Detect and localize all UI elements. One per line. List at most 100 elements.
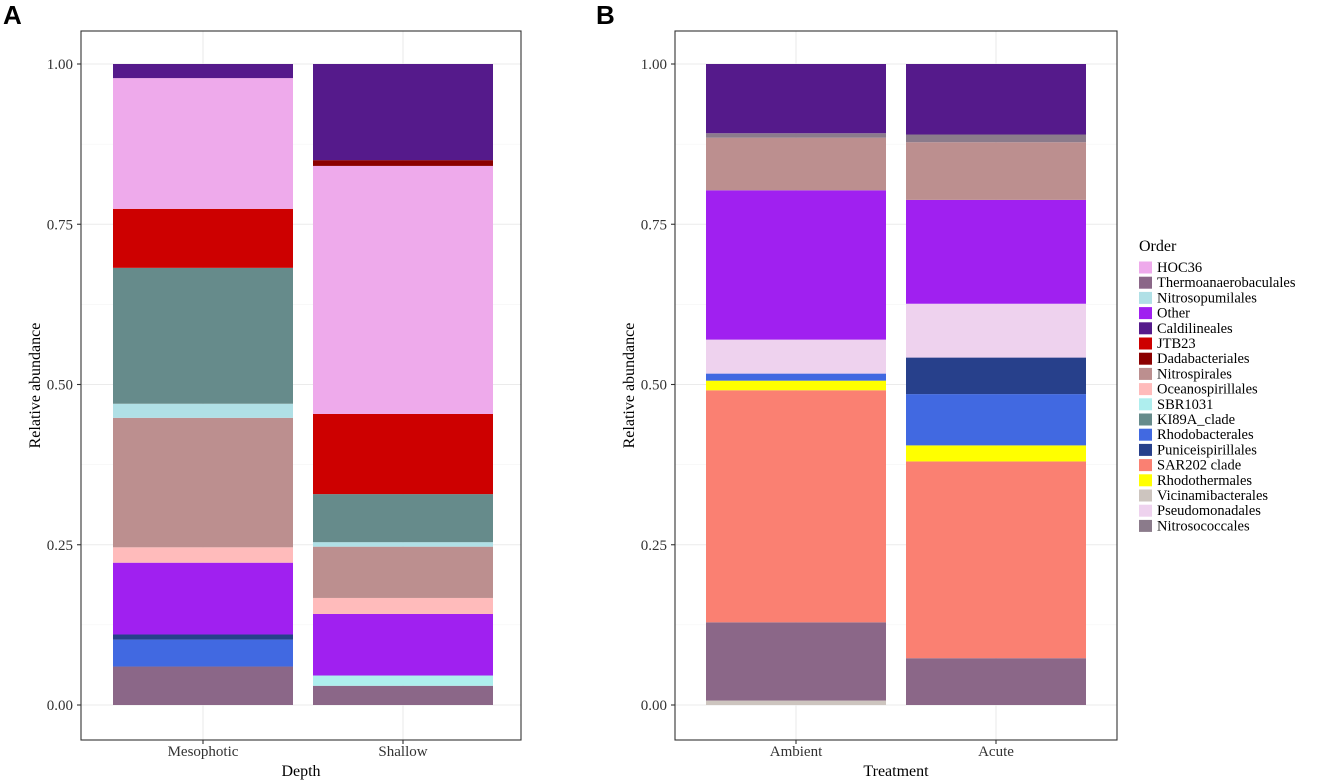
- legend-swatch-sar202-clade: [1139, 459, 1152, 472]
- legend-label-vicinamibacterales: Vicinamibacterales: [1157, 488, 1268, 504]
- y-tick-label: 0.75: [641, 217, 667, 233]
- bar-segment-shallow-nitrosopumilales: [313, 542, 493, 547]
- bar-segment-acute-rhodothermales: [906, 445, 1086, 462]
- y-axis-title: Relative abundance: [27, 323, 44, 449]
- legend-swatch-ki89a-clade: [1139, 413, 1152, 426]
- legend-swatch-nitrospirales: [1139, 367, 1152, 380]
- legend-label-other: Other: [1157, 306, 1190, 322]
- bar-segment-ambient-sar202-clade: [706, 390, 886, 623]
- bar-segment-ambient-pseudomonadales: [706, 339, 886, 374]
- bar-segment-shallow-jtb23: [313, 413, 493, 495]
- legend-swatch-vicinamibacterales: [1139, 489, 1152, 502]
- bar-segment-ambient-caldilineales: [706, 64, 886, 134]
- panel-letter: B: [596, 0, 615, 30]
- bar-segment-acute-sar202-clade: [906, 461, 1086, 659]
- bar-segment-acute-nitrosococcales: [906, 134, 1086, 143]
- legend-label-jtb23: JTB23: [1157, 336, 1196, 352]
- bar-segment-acute-pseudomonadales: [906, 303, 1086, 358]
- bar-segment-acute-other: [906, 199, 1086, 304]
- bar-segment-shallow-dadabacteriales: [313, 160, 493, 166]
- legend-label-nitrosococcales: Nitrosococcales: [1157, 518, 1250, 534]
- legend-swatch-other: [1139, 307, 1152, 320]
- panel-a: A 0.00 0.25 0.50 0.75 1.00 Mesophotic Shallow De…: [3, 0, 522, 780]
- legend-title: Order: [1139, 238, 1177, 255]
- legend-label-nitrosopumilales: Nitrosopumilales: [1157, 290, 1257, 306]
- legend-label-puniceispirillales: Puniceispirillales: [1157, 442, 1257, 458]
- legend-swatch-hoc36: [1139, 261, 1152, 274]
- y-tick-label: 1.00: [641, 57, 667, 73]
- y-tick-label: 0.50: [47, 378, 73, 394]
- legend-label-hoc36: HOC36: [1157, 260, 1202, 276]
- bar-segment-acute-puniceispirillales: [906, 357, 1086, 395]
- bar-segment-mesophotic-jtb23: [113, 208, 293, 268]
- bar-segment-mesophotic-nitrospirales: [113, 417, 293, 548]
- panel-border: [674, 30, 1118, 741]
- x-axis-title: Depth: [281, 763, 320, 780]
- bar-segment-ambient-rhodobacterales: [706, 373, 886, 381]
- legend-label-sar202-clade: SAR202 clade: [1157, 458, 1241, 474]
- bar-segment-mesophotic-caldilineales: [113, 64, 293, 79]
- bar-segment-mesophotic-puniceispirillales: [113, 634, 293, 640]
- x-axis-title: Treatment: [863, 763, 929, 780]
- bar-segment-shallow-hoc36: [313, 165, 493, 414]
- legend-swatch-sbr1031: [1139, 398, 1152, 411]
- bar-segment-shallow-oceanospirillales: [313, 597, 493, 614]
- legend-swatch-thermoanaerobaculales: [1139, 276, 1152, 289]
- bar-segment-shallow-ki89a-clade: [313, 494, 493, 543]
- y-axis-title: Relative abundance: [621, 323, 638, 449]
- bar-segment-shallow-thermoanaerobaculales: [313, 685, 493, 705]
- bar-segment-ambient-vicinamibacterales: [706, 700, 886, 705]
- bar-segment-mesophotic-oceanospirillales: [113, 547, 293, 563]
- panel-letter: A: [3, 0, 22, 30]
- legend: Order HOC36ThermoanaerobaculalesNitrosopu…: [1139, 238, 1296, 534]
- legend-label-rhodobacterales: Rhodobacterales: [1157, 427, 1254, 443]
- bar-segment-shallow-other: [313, 613, 493, 676]
- legend-swatch-rhodothermales: [1139, 474, 1152, 487]
- x-tick-label: Mesophotic: [168, 744, 239, 760]
- legend-label-rhodothermales: Rhodothermales: [1157, 473, 1252, 489]
- legend-label-dadabacteriales: Dadabacteriales: [1157, 351, 1250, 367]
- y-tick-label: 0.00: [641, 698, 667, 714]
- y-tick-label: 0.75: [47, 217, 73, 233]
- bar-segment-acute-caldilineales: [906, 64, 1086, 135]
- x-tick-label: Acute: [978, 744, 1014, 760]
- legend-label-oceanospirillales: Oceanospirillales: [1157, 382, 1258, 398]
- bar-segment-acute-rhodobacterales: [906, 394, 1086, 446]
- y-tick-label: 0.25: [47, 538, 73, 554]
- bar-segment-ambient-rhodothermales: [706, 380, 886, 391]
- bar-segment-mesophotic-nitrosopumilales: [113, 403, 293, 418]
- legend-label-sbr1031: SBR1031: [1157, 397, 1213, 413]
- legend-swatch-puniceispirillales: [1139, 443, 1152, 456]
- y-tick-label: 0.25: [641, 538, 667, 554]
- bar-segment-ambient-nitrospirales: [706, 137, 886, 191]
- bar-segment-ambient-other: [706, 190, 886, 340]
- legend-swatch-nitrosococcales: [1139, 519, 1152, 532]
- legend-swatch-jtb23: [1139, 337, 1152, 350]
- x-tick-label: Ambient: [770, 744, 823, 760]
- legend-swatch-pseudomonadales: [1139, 504, 1152, 517]
- y-tick-label: 1.00: [47, 57, 73, 73]
- bar-segment-mesophotic-ki89a-clade: [113, 267, 293, 404]
- bar-segment-mesophotic-thermoanaerobaculales: [113, 666, 293, 705]
- legend-label-thermoanaerobaculales: Thermoanaerobaculales: [1157, 275, 1296, 291]
- legend-label-nitrospirales: Nitrospirales: [1157, 366, 1232, 382]
- legend-swatch-caldilineales: [1139, 322, 1152, 335]
- bar-segment-shallow-caldilineales: [313, 64, 493, 161]
- panel-border: [80, 30, 522, 741]
- legend-swatch-dadabacteriales: [1139, 352, 1152, 365]
- legend-swatch-oceanospirillales: [1139, 383, 1152, 396]
- bar-segment-mesophotic-hoc36: [113, 78, 293, 209]
- bar-segment-shallow-nitrospirales: [313, 546, 493, 598]
- legend-swatch-rhodobacterales: [1139, 428, 1152, 441]
- bar-segment-acute-nitrospirales: [906, 142, 1086, 200]
- bar-segment-shallow-sbr1031: [313, 675, 493, 686]
- bar-segment-mesophotic-rhodobacterales: [113, 639, 293, 667]
- bar-segment-acute-thermoanaerobaculales: [906, 658, 1086, 705]
- legend-label-pseudomonadales: Pseudomonadales: [1157, 503, 1261, 519]
- x-tick-label: Shallow: [378, 744, 427, 760]
- legend-swatch-nitrosopumilales: [1139, 291, 1152, 304]
- bar-segment-ambient-thermoanaerobaculales: [706, 622, 886, 701]
- y-tick-label: 0.50: [641, 378, 667, 394]
- legend-label-ki89a-clade: KI89A_clade: [1157, 412, 1235, 428]
